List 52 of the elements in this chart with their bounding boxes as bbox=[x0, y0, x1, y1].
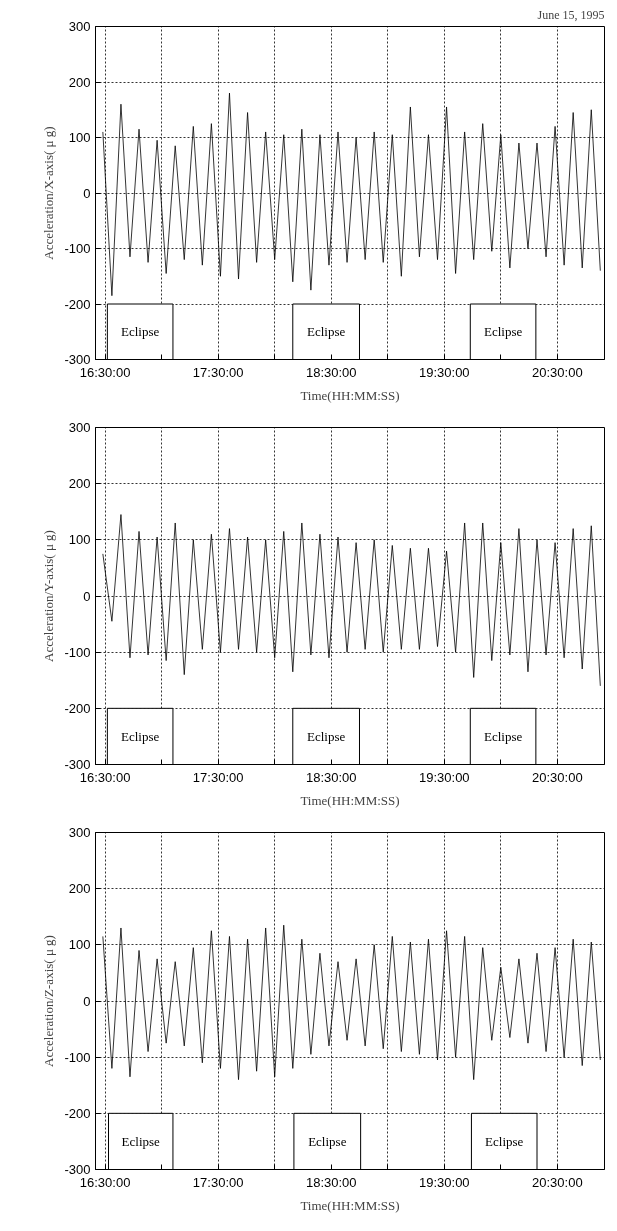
x-tick-label: 20:30:00 bbox=[532, 1174, 583, 1190]
y-tick-label: 100 bbox=[68, 130, 91, 145]
y-tick-label: 300 bbox=[68, 420, 91, 435]
x-tick-label: 19:30:00 bbox=[418, 769, 470, 785]
x-axis-title: Time(HH:MM:SS) bbox=[300, 792, 400, 808]
x-tick-label: 17:30:00 bbox=[192, 769, 244, 785]
x-tick-label: 16:30:00 bbox=[79, 1174, 131, 1190]
y-tick-label: -100 bbox=[64, 1049, 91, 1065]
y-axis-title: Acceleration/Z-axis( μ g) bbox=[41, 935, 57, 1067]
y-axis-title: Acceleration/Y-axis( μ g) bbox=[41, 530, 57, 662]
y-tick-label: 0 bbox=[83, 588, 91, 604]
y-tick-label: -200 bbox=[64, 1105, 91, 1121]
y-tick-label: -200 bbox=[64, 700, 91, 716]
x-tick-label: 20:30:00 bbox=[532, 769, 583, 785]
y-tick-label: 200 bbox=[68, 881, 91, 897]
y-tick-label: 300 bbox=[68, 19, 91, 34]
y-axis-title: Acceleration/X-axis( μ g) bbox=[41, 126, 57, 260]
y-tick-label: 0 bbox=[83, 185, 91, 201]
y-tick-label: -300 bbox=[64, 1162, 91, 1177]
band-label: Eclipse bbox=[121, 728, 160, 744]
x-tick-label: 16:30:00 bbox=[79, 364, 131, 380]
y-tick-label: 0 bbox=[83, 993, 91, 1009]
x-tick-label: 16:30:00 bbox=[79, 769, 131, 785]
y-tick-label: 200 bbox=[68, 74, 91, 90]
x-tick-label: 20:30:00 bbox=[532, 364, 583, 380]
x-tick-label: 18:30:00 bbox=[305, 1174, 357, 1190]
x-tick-label: 18:30:00 bbox=[305, 364, 357, 380]
x-axis-title: Time(HH:MM:SS) bbox=[300, 387, 400, 403]
x-tick-label: 19:30:00 bbox=[418, 1174, 470, 1190]
y-tick-label: 300 bbox=[68, 825, 91, 840]
band-label: Eclipse bbox=[308, 1133, 347, 1149]
band-label: Eclipse bbox=[307, 324, 346, 340]
x-tick-label: 17:30:00 bbox=[192, 1174, 244, 1190]
band-label: Eclipse bbox=[483, 324, 523, 340]
y-tick-label: 200 bbox=[68, 476, 91, 492]
x-tick-label: 18:30:00 bbox=[305, 769, 357, 785]
y-tick-label: 100 bbox=[68, 937, 91, 953]
chart-title: June 15, 1995 bbox=[537, 7, 605, 22]
y-tick-label: -100 bbox=[64, 241, 91, 256]
band-label: Eclipse bbox=[485, 1133, 524, 1149]
y-tick-label: 100 bbox=[68, 532, 91, 548]
y-tick-label: -100 bbox=[64, 644, 91, 660]
y-tick-label: -300 bbox=[64, 757, 91, 772]
band-label: Eclipse bbox=[307, 728, 346, 744]
x-axis-title: Time(HH:MM:SS) bbox=[300, 1197, 400, 1213]
x-tick-label: 17:30:00 bbox=[192, 364, 244, 380]
band-label: Eclipse bbox=[121, 324, 160, 340]
band-label: Eclipse bbox=[483, 728, 523, 744]
x-tick-label: 19:30:00 bbox=[418, 364, 470, 380]
y-tick-label: -200 bbox=[64, 296, 91, 312]
y-tick-label: -300 bbox=[64, 352, 91, 367]
band-label: Eclipse bbox=[121, 1133, 161, 1149]
